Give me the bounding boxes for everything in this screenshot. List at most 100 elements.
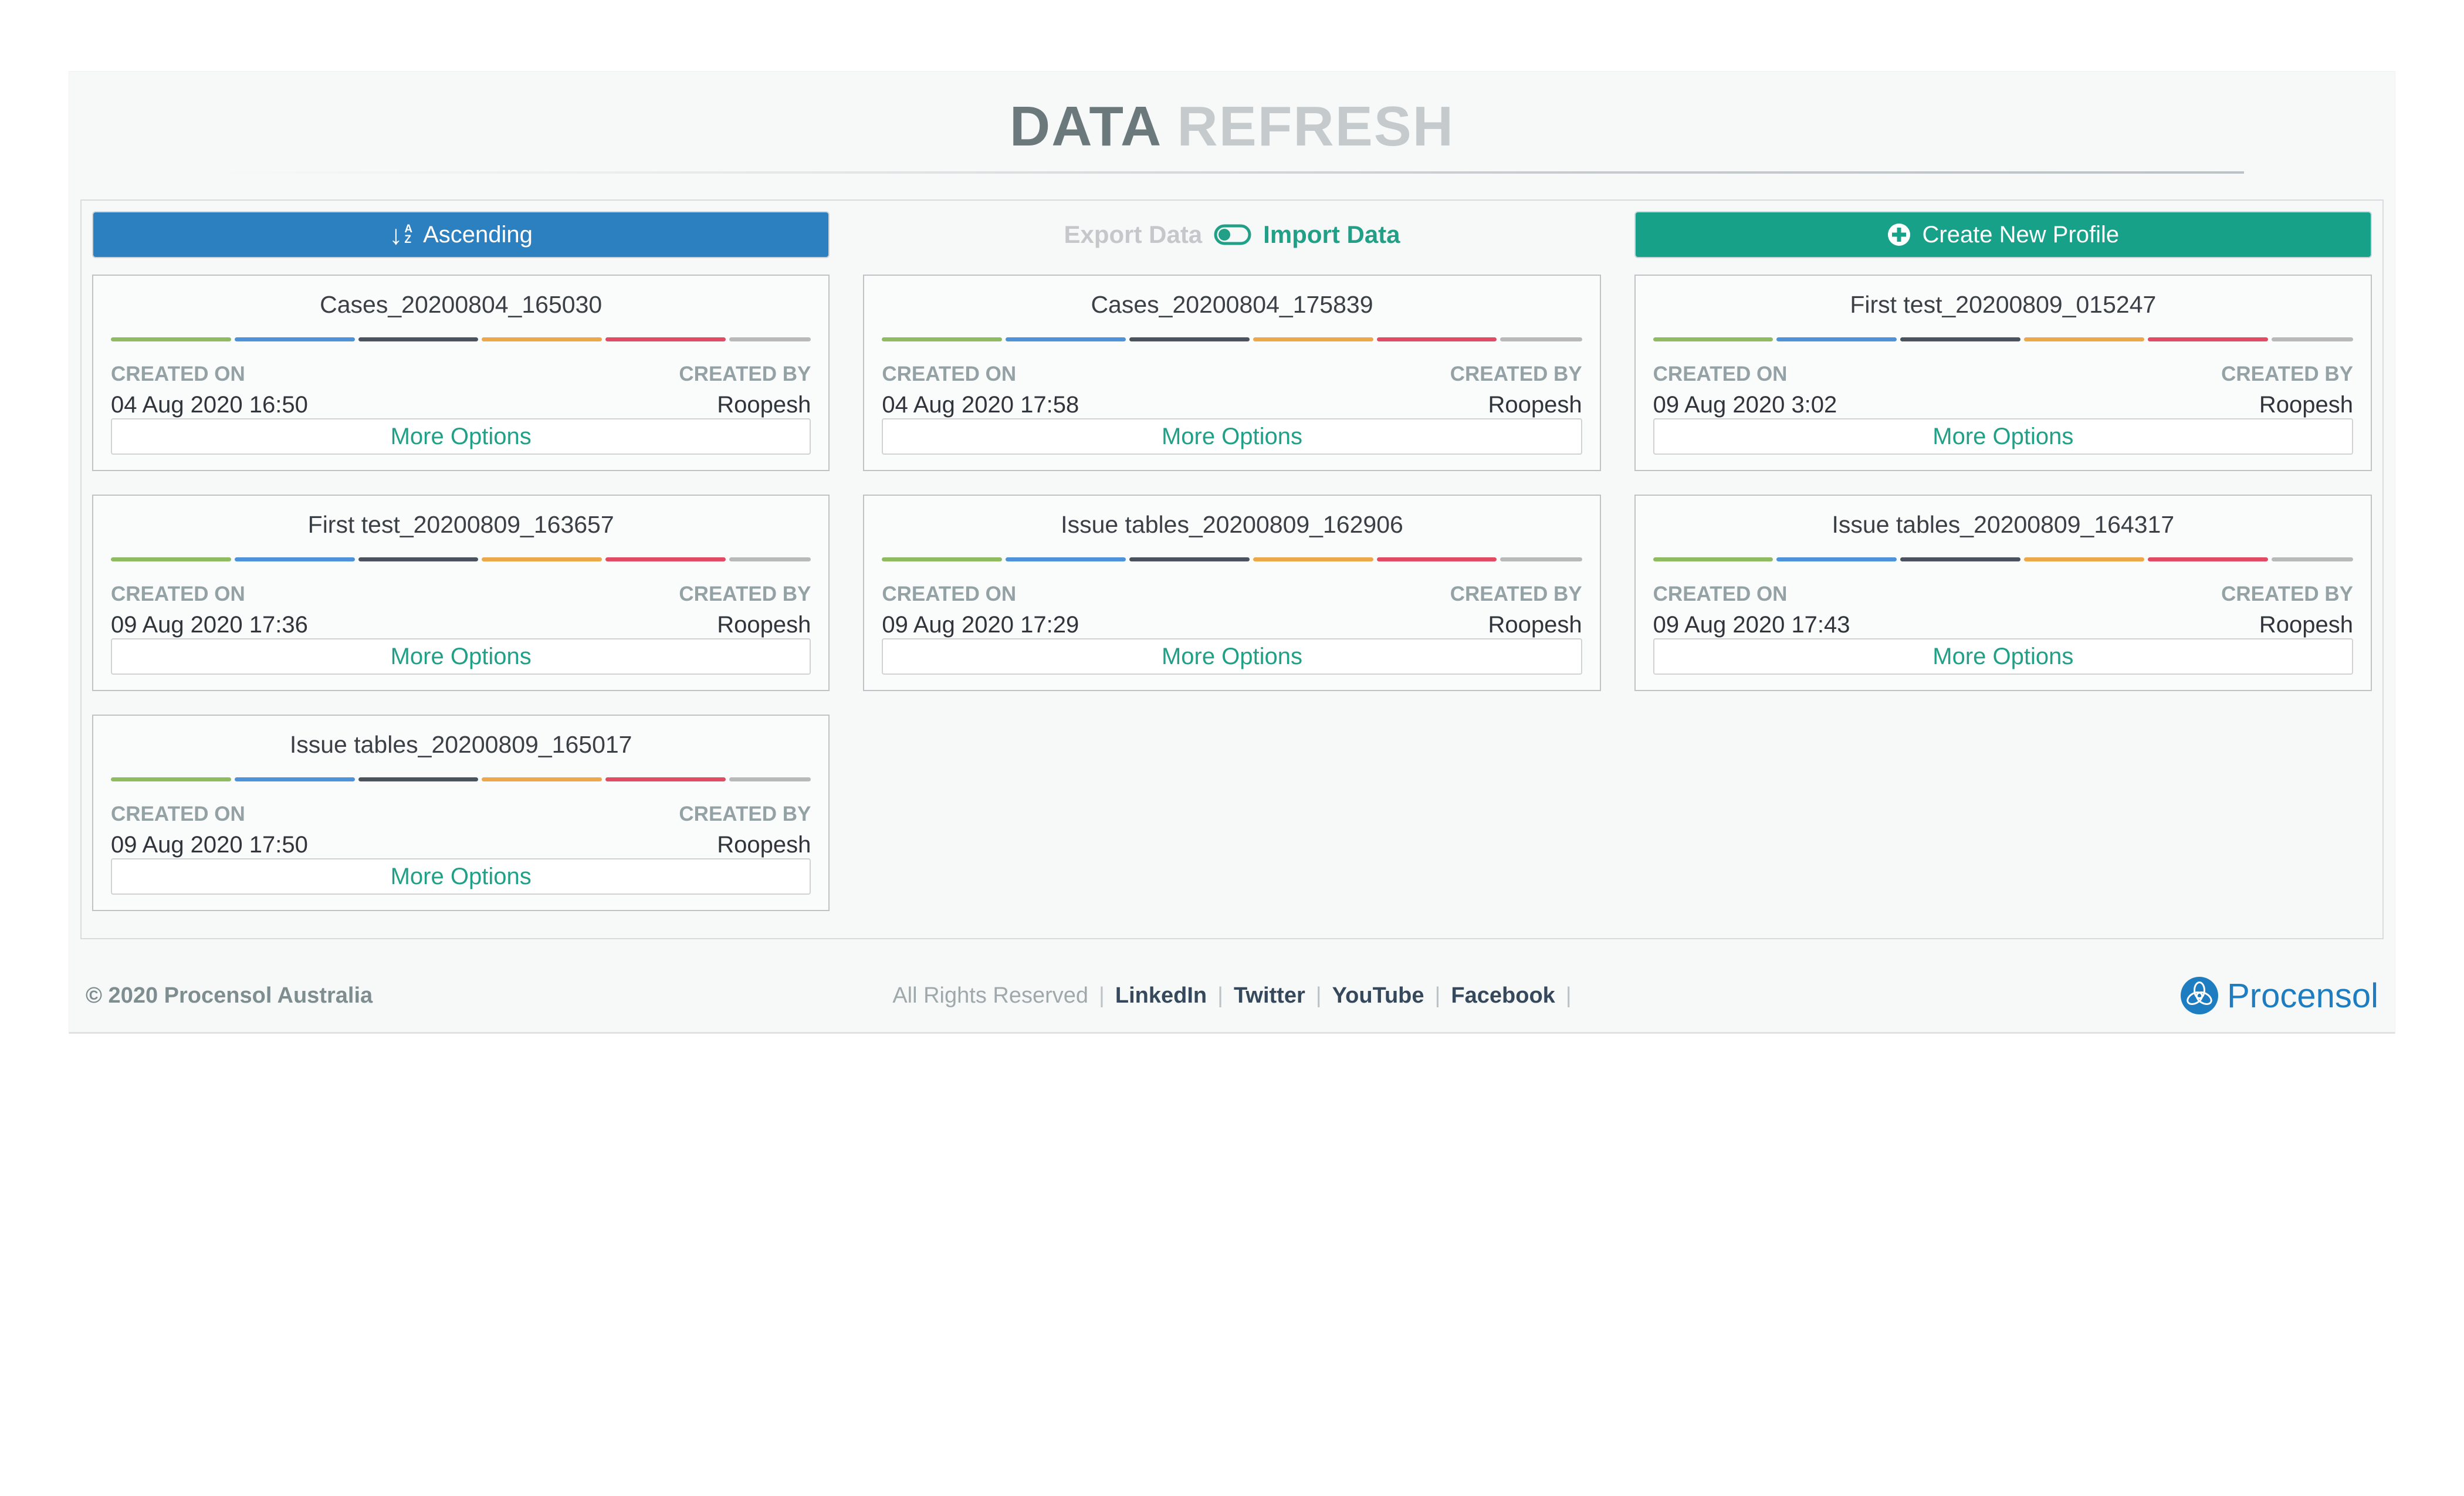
stripe-blue — [1776, 337, 1897, 341]
stripe-orange — [482, 557, 603, 561]
stripe-blue — [234, 777, 355, 781]
import-data-label[interactable]: Import Data — [1263, 221, 1400, 248]
page-title: DATA REFRESH — [69, 94, 2395, 160]
created-on-value: 09 Aug 2020 17:29 — [882, 612, 1079, 638]
card-meta-labels: CREATED ON CREATED BY — [882, 363, 1582, 386]
created-on-label: CREATED ON — [882, 363, 1017, 385]
created-on-label: CREATED ON — [1653, 583, 1788, 605]
profile-card: Issue tables_20200809_164317 CREATED ON … — [1634, 495, 2372, 691]
sort-button-label: Ascending — [423, 221, 533, 248]
card-meta-values: 04 Aug 2020 17:58 Roopesh — [882, 392, 1582, 418]
stripe-gray — [2271, 557, 2353, 561]
more-options-button[interactable]: More Options — [882, 638, 1582, 675]
stripe-blue — [1006, 557, 1126, 561]
social-links: | LinkedIn | Twitter | YouTube | Faceboo… — [1099, 983, 1555, 1008]
more-options-button[interactable]: More Options — [111, 638, 811, 675]
created-by-label: CREATED BY — [2221, 363, 2353, 385]
more-options-button[interactable]: More Options — [111, 418, 811, 455]
card-meta-values: 04 Aug 2020 16:50 Roopesh — [111, 392, 811, 418]
link-separator: | — [1565, 983, 1572, 1008]
created-on-value: 09 Aug 2020 17:43 — [1653, 612, 1850, 638]
created-on-value: 04 Aug 2020 17:58 — [882, 392, 1079, 418]
social-link[interactable]: LinkedIn — [1115, 983, 1207, 1008]
card-color-divider — [1653, 337, 2353, 341]
card-meta-labels: CREATED ON CREATED BY — [1653, 363, 2353, 386]
profile-card-title: First test_20200809_163657 — [307, 511, 614, 538]
created-on-label: CREATED ON — [111, 583, 245, 605]
link-separator: | — [1099, 983, 1105, 1008]
created-by-value: Roopesh — [717, 832, 811, 858]
profile-card-title: Issue tables_20200809_164317 — [1832, 511, 2175, 538]
social-link[interactable]: YouTube — [1332, 983, 1424, 1008]
created-by-value: Roopesh — [1488, 392, 1582, 418]
card-color-divider — [1653, 557, 2353, 561]
card-color-divider — [111, 557, 811, 561]
stripe-orange — [2024, 557, 2144, 561]
more-options-button[interactable]: More Options — [111, 858, 811, 895]
stripe-blue — [1776, 557, 1897, 561]
created-by-label: CREATED BY — [679, 363, 811, 385]
created-on-value: 09 Aug 2020 17:36 — [111, 612, 308, 638]
profile-card-grid: Cases_20200804_165030 CREATED ON CREATED… — [92, 275, 2372, 911]
stripe-green — [1653, 557, 1773, 561]
stripe-gray — [1500, 557, 1582, 561]
created-on-value: 09 Aug 2020 3:02 — [1653, 392, 1837, 418]
stripe-blue — [1006, 337, 1126, 341]
stripe-orange — [1253, 557, 1373, 561]
profile-card-title: First test_20200809_015247 — [1850, 291, 2157, 318]
more-options-button[interactable]: More Options — [1653, 418, 2353, 455]
social-link[interactable]: Twitter — [1234, 983, 1305, 1008]
toggle-icon[interactable] — [1214, 223, 1251, 246]
footer-copyright: © 2020 Procensol Australia — [86, 983, 373, 1008]
stripe-orange — [1253, 337, 1373, 341]
create-new-profile-button[interactable]: Create New Profile — [1634, 211, 2372, 258]
created-on-label: CREATED ON — [111, 363, 245, 385]
stripe-green — [111, 337, 231, 341]
stripe-green — [111, 777, 231, 781]
more-options-button[interactable]: More Options — [882, 418, 1582, 455]
profile-card: Cases_20200804_165030 CREATED ON CREATED… — [92, 275, 830, 471]
stripe-gray — [729, 557, 811, 561]
more-options-button[interactable]: More Options — [1653, 638, 2353, 675]
created-by-value: Roopesh — [717, 392, 811, 418]
created-on-label: CREATED ON — [1653, 363, 1788, 385]
link-separator: | — [1434, 983, 1441, 1008]
card-meta-values: 09 Aug 2020 3:02 Roopesh — [1653, 392, 2353, 418]
created-on-label: CREATED ON — [882, 583, 1017, 605]
stripe-gray — [2271, 337, 2353, 341]
stripe-slate — [1129, 337, 1250, 341]
created-by-label: CREATED BY — [679, 803, 811, 825]
export-data-label[interactable]: Export Data — [1064, 221, 1203, 248]
plus-circle-icon — [1888, 224, 1911, 246]
created-on-value: 04 Aug 2020 16:50 — [111, 392, 308, 418]
title-divider — [220, 171, 2244, 174]
stripe-green — [882, 557, 1003, 561]
profile-card: Issue tables_20200809_165017 CREATED ON … — [92, 715, 830, 911]
stripe-slate — [358, 777, 479, 781]
card-color-divider — [111, 777, 811, 781]
stripe-green — [111, 557, 231, 561]
created-by-label: CREATED BY — [2221, 583, 2353, 605]
stripe-red — [605, 557, 726, 561]
profile-card: Cases_20200804_175839 CREATED ON CREATED… — [863, 275, 1601, 471]
created-by-label: CREATED BY — [679, 583, 811, 605]
stripe-orange — [482, 777, 603, 781]
card-color-divider — [882, 557, 1582, 561]
created-by-value: Roopesh — [2259, 392, 2353, 418]
stripe-orange — [482, 337, 603, 341]
stripe-red — [1376, 557, 1497, 561]
card-meta-values: 09 Aug 2020 17:50 Roopesh — [111, 832, 811, 858]
created-by-value: Roopesh — [1488, 612, 1582, 638]
procensol-logo-icon — [2181, 977, 2219, 1014]
rights-reserved-text: All Rights Reserved — [892, 983, 1089, 1008]
brand-name: Procensol — [2227, 976, 2378, 1015]
stripe-slate — [1900, 557, 2021, 561]
stripe-gray — [729, 337, 811, 341]
created-by-label: CREATED BY — [1450, 583, 1582, 605]
card-meta-values: 09 Aug 2020 17:43 Roopesh — [1653, 612, 2353, 638]
social-link[interactable]: Facebook — [1451, 983, 1555, 1008]
profile-card: First test_20200809_015247 CREATED ON CR… — [1634, 275, 2372, 471]
